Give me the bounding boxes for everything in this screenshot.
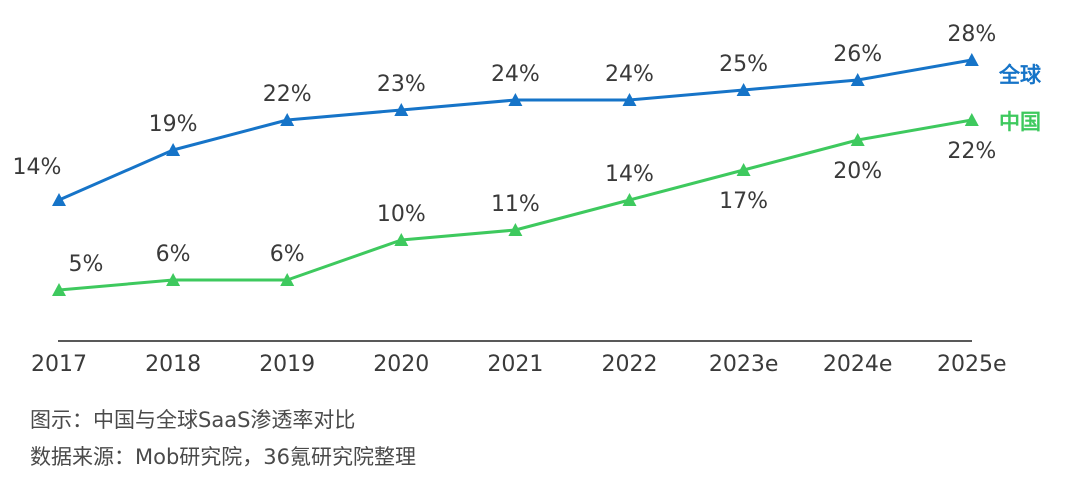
data-label: 14% [605,162,654,187]
data-point-marker [850,73,865,86]
data-label: 19% [149,112,198,137]
data-point-marker [166,143,181,156]
data-label: 26% [833,42,882,67]
data-point-marker [622,93,637,106]
data-point-marker [964,113,979,126]
chart-caption: 图示：中国与全球SaaS渗透率对比 [30,408,356,432]
data-label: 6% [156,242,191,267]
data-point-marker [508,93,523,106]
data-source: 数据来源：Mob研究院，36氪研究院整理 [30,445,417,469]
x-tick-label: 2017 [31,352,87,377]
data-label: 14% [13,155,62,180]
data-point-marker [736,163,751,176]
data-point-marker [622,193,637,206]
x-tick-label: 2018 [145,352,201,377]
data-label: 28% [947,22,996,47]
data-label: 24% [491,62,540,87]
data-label: 23% [377,72,426,97]
data-label: 17% [719,189,768,214]
x-tick-label: 2022 [602,352,658,377]
x-tick-label: 2023e [709,352,779,377]
data-label: 24% [605,62,654,87]
data-label: 20% [833,159,882,184]
legend-china: 中国 [999,110,1041,134]
x-tick-label: 2020 [373,352,429,377]
data-point-marker [850,133,865,146]
data-label: 25% [719,52,768,77]
x-tick-label: 2019 [259,352,315,377]
data-label: 22% [947,139,996,164]
data-point-marker [508,223,523,236]
data-point-marker [52,283,66,296]
data-point-marker [736,83,751,96]
data-point-marker [166,273,181,286]
data-point-marker [394,103,409,116]
x-tick-label: 2021 [487,352,543,377]
data-point-marker [394,233,409,246]
data-label: 6% [270,242,305,267]
line-chart: 2017 2018 2019 2020 2021 2022 2023e 2024e 2025e … [13,22,1042,377]
data-point-marker [280,273,295,286]
data-label: 11% [491,192,540,217]
data-label: 5% [69,252,104,277]
data-point-marker [964,53,979,66]
data-label: 10% [377,202,426,227]
data-label: 22% [263,82,312,107]
data-point-marker [280,113,295,126]
data-point-marker [52,193,66,206]
legend-global: 全球 [998,63,1042,87]
x-tick-label: 2025e [937,352,1007,377]
x-tick-label: 2024e [823,352,893,377]
